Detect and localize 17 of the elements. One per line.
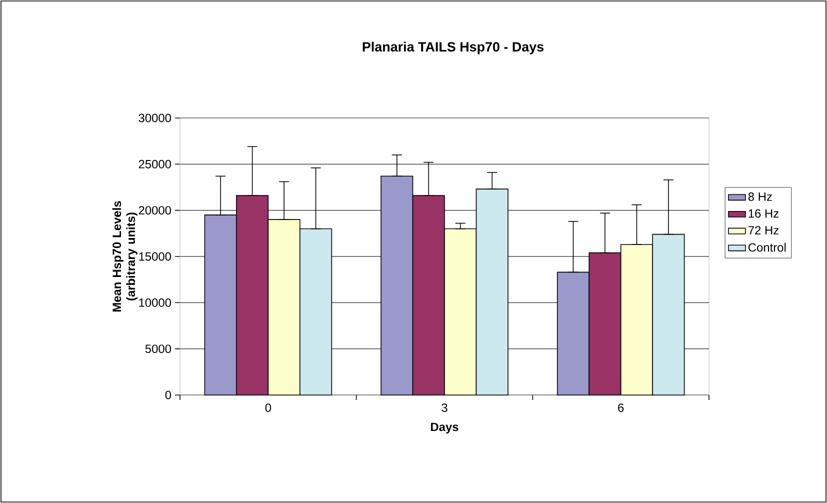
x-tick-label: 3 xyxy=(442,404,448,412)
chart-title: Planaria TAILS Hsp70 - Days xyxy=(362,42,544,54)
legend-label: 8 Hz xyxy=(748,192,772,201)
legend-label: Control xyxy=(748,242,786,252)
legend-label: 72 Hz xyxy=(748,226,778,234)
y-tick-label: 0 xyxy=(165,390,172,400)
legend-label: 16 Hz xyxy=(748,209,778,218)
x-tick-label: 0 xyxy=(265,404,272,412)
y-tick-label: 30000 xyxy=(138,114,172,122)
x-tick-label: 6 xyxy=(618,404,624,412)
y-axis-title: Mean Hsp70 Levels (arbitrary units) xyxy=(112,201,138,312)
y-tick-label: 20000 xyxy=(138,206,172,215)
y-tick-label: 25000 xyxy=(138,160,172,168)
y-tick-label: 10000 xyxy=(139,298,172,307)
y-tick-label: 15000 xyxy=(139,252,172,261)
y-tick-label: 5000 xyxy=(145,344,172,354)
x-axis-title: Days xyxy=(431,422,458,434)
